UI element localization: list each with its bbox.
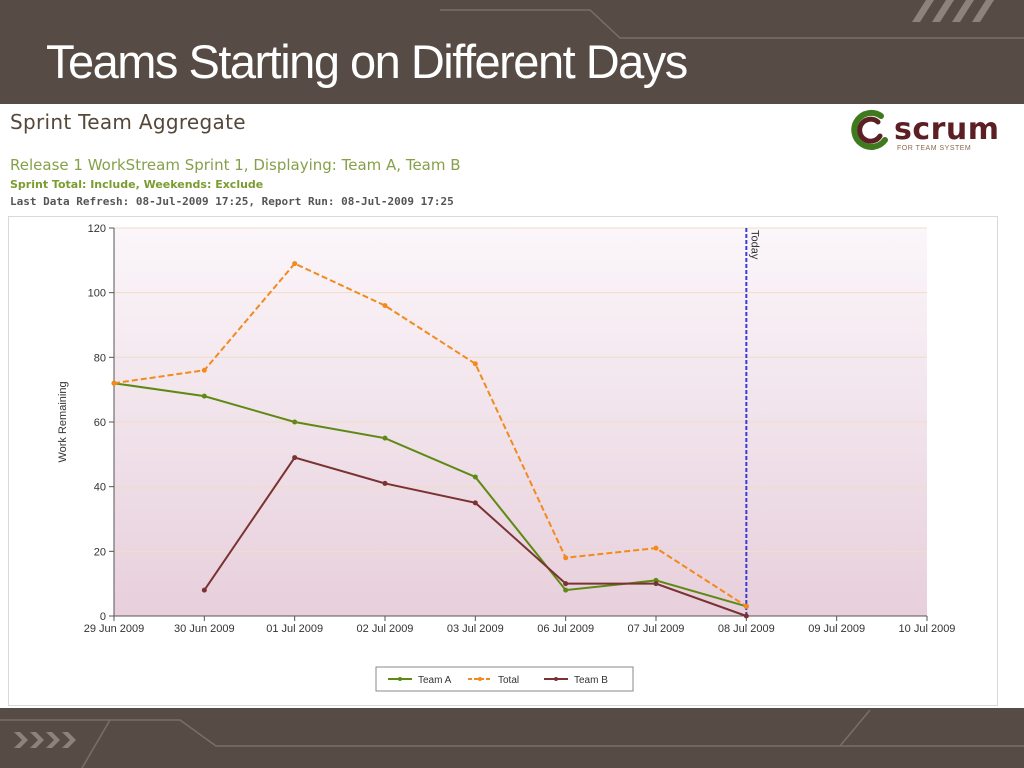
y-tick-label: 100	[88, 288, 106, 300]
scrum-logo: scrum FOR TEAM SYSTEM	[848, 108, 1000, 154]
footer-bar	[0, 708, 1024, 768]
y-tick-label: 120	[88, 223, 106, 235]
x-tick-label: 02 Jul 2009	[357, 623, 414, 635]
report-area: Sprint Team Aggregate Release 1 WorkStre…	[0, 104, 1024, 708]
scrum-logo-mark-icon	[851, 109, 888, 150]
data-point-team-b	[472, 500, 478, 506]
report-options: Sprint Total: Include, Weekends: Exclude	[10, 178, 264, 191]
data-point-team-b	[653, 581, 659, 587]
legend-label-team-a: Team A	[418, 675, 452, 686]
x-tick-label: 03 Jul 2009	[447, 623, 504, 635]
report-subtitle: Release 1 WorkStream Sprint 1, Displayin…	[10, 156, 461, 174]
title-bar-decoration	[440, 0, 1024, 39]
x-tick-label: 07 Jul 2009	[628, 623, 685, 635]
series-line-team-a	[113, 382, 747, 608]
footer-decoration	[0, 709, 1024, 768]
x-tick-label: 30 Jun 2009	[174, 623, 235, 635]
data-point-total	[111, 380, 117, 386]
data-point-team-b	[201, 587, 207, 593]
data-point-team-a	[201, 393, 207, 399]
data-point-total	[292, 261, 298, 267]
data-point-team-b	[563, 581, 569, 587]
data-point-team-a	[292, 419, 298, 425]
data-point-team-b	[743, 613, 749, 619]
x-tick-label: 10 Jul 2009	[899, 623, 956, 635]
chart-legend	[375, 666, 634, 692]
legend-label-team-b: Team B	[574, 675, 608, 686]
data-point-total	[382, 303, 388, 309]
x-tick-label: 01 Jul 2009	[266, 623, 323, 635]
legend-marker-team-a	[398, 677, 402, 681]
data-point-total	[563, 555, 569, 561]
data-point-total	[653, 545, 659, 551]
legend-marker-total	[478, 677, 482, 681]
data-point-total	[201, 367, 207, 373]
y-axis-label: Work Remaining	[57, 381, 69, 462]
burndown-chart: 0 20 40 60 80 100 120 29 Jun 2009 30 Jun 2009 01 …	[57, 223, 956, 692]
today-marker-label: Today	[748, 230, 760, 260]
logo-wordmark: scrum	[894, 112, 1000, 147]
data-point-team-b	[382, 480, 388, 486]
y-tick-label: 0	[100, 611, 106, 623]
x-tick-label: 08 Jul 2009	[718, 623, 775, 635]
report-title: Sprint Team Aggregate	[10, 110, 246, 134]
legend-marker-team-b	[554, 677, 558, 681]
y-tick-label: 20	[94, 546, 106, 558]
x-tick-label: 09 Jul 2009	[808, 623, 865, 635]
data-point-total	[472, 361, 478, 367]
x-tick-label: 29 Jun 2009	[84, 623, 145, 635]
title-bar: Teams Starting on Different Days	[0, 0, 1024, 104]
data-point-team-b	[292, 455, 298, 461]
data-point-team-a	[472, 474, 478, 480]
data-point-team-a	[563, 587, 569, 593]
chart-panel: 0 20 40 60 80 100 120 29 Jun 2009 30 Jun 2009 01 …	[8, 216, 998, 706]
report-refresh-info: Last Data Refresh: 08-Jul-2009 17:25, Re…	[10, 195, 454, 208]
x-tick-label: 06 Jul 2009	[537, 623, 594, 635]
y-tick-label: 60	[94, 417, 106, 429]
y-tick-label: 80	[94, 352, 106, 364]
data-point-total	[743, 603, 749, 609]
logo-tagline: FOR TEAM SYSTEM	[897, 145, 972, 152]
slide-title: Teams Starting on Different Days	[46, 35, 688, 88]
y-tick-label: 40	[94, 482, 106, 494]
legend-label-total: Total	[498, 675, 519, 686]
data-point-team-a	[382, 435, 388, 441]
